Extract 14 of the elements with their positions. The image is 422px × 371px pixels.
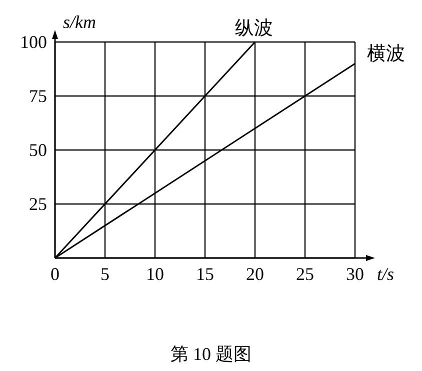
ytick: 25 <box>29 194 47 214</box>
ytick: 100 <box>20 32 47 52</box>
xtick: 0 <box>50 264 60 284</box>
xtick: 5 <box>100 264 110 284</box>
xtick: 30 <box>346 264 364 284</box>
xtick: 25 <box>296 264 314 284</box>
xtick: 15 <box>196 264 214 284</box>
ylabel: s/km <box>63 12 96 32</box>
xlabel: t/s <box>377 264 394 284</box>
ytick: 50 <box>29 140 47 160</box>
xtick: 20 <box>246 264 264 284</box>
annotation: 第 10 题图 <box>170 344 252 364</box>
xtick: 10 <box>146 264 164 284</box>
ytick: 75 <box>29 86 47 106</box>
